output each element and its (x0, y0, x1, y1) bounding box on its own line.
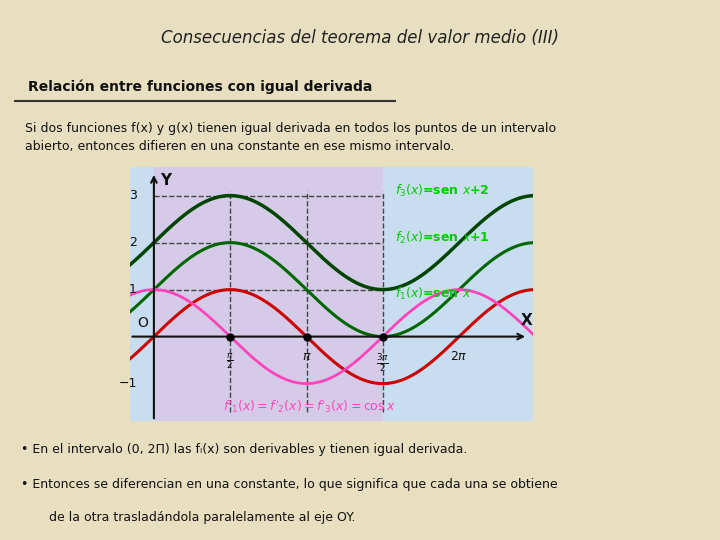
Text: $\frac{\pi}{2}$: $\frac{\pi}{2}$ (226, 352, 234, 371)
Text: Consecuencias del teorema del valor medio (III): Consecuencias del teorema del valor medi… (161, 29, 559, 47)
Text: Y: Y (160, 173, 171, 188)
Text: −1: −1 (119, 377, 137, 390)
Text: $f'_1(x)=f'_2(x)=f'_3(x)=\cos x$: $f'_1(x)=f'_2(x)=f'_3(x)=\cos x$ (223, 399, 396, 415)
Text: 2: 2 (129, 236, 137, 249)
Text: • Entonces se diferencian en una constante, lo que significa que cada una se obt: • Entonces se diferencian en una constan… (22, 478, 558, 491)
Text: $2\pi$: $2\pi$ (450, 350, 468, 363)
Text: 1: 1 (129, 283, 137, 296)
Text: 3: 3 (129, 189, 137, 202)
Bar (154, 167, 383, 421)
Text: $f_1(x)$=sen $x$: $f_1(x)$=sen $x$ (395, 286, 472, 302)
Text: de la otra trasladándola paralelamente al eje OY.: de la otra trasladándola paralelamente a… (49, 511, 356, 524)
Text: Si dos funciones f(x) y g(x) tienen igual derivada en todos los puntos de un int: Si dos funciones f(x) y g(x) tienen igua… (24, 122, 556, 152)
Text: • En el intervalo (0, 2Π) las fᵢ(x) son derivables y tienen igual derivada.: • En el intervalo (0, 2Π) las fᵢ(x) son … (22, 443, 468, 456)
Text: $f_2(x)$=sen $x$+1: $f_2(x)$=sen $x$+1 (395, 230, 490, 246)
Text: X: X (521, 313, 532, 328)
Text: $\pi$: $\pi$ (302, 350, 311, 363)
Text: O: O (137, 315, 148, 329)
Text: $f_3(x)$=sen $x$+2: $f_3(x)$=sen $x$+2 (395, 183, 490, 199)
Text: Relación entre funciones con igual derivada: Relación entre funciones con igual deriv… (28, 80, 372, 94)
Text: $\frac{3\pi}{2}$: $\frac{3\pi}{2}$ (377, 352, 390, 374)
